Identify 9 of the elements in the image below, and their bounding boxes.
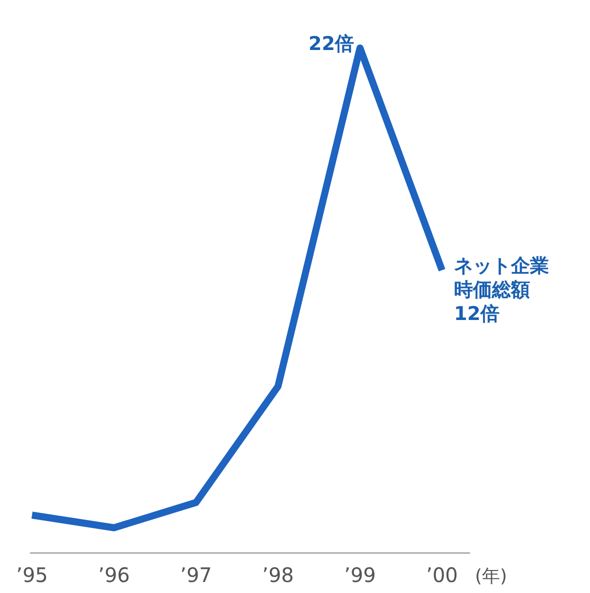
- x-tick-label: ’95: [16, 563, 48, 587]
- x-tick-label: ’96: [98, 563, 130, 587]
- x-tick-label: ’00: [426, 563, 458, 587]
- x-tick-label: ’98: [262, 563, 294, 587]
- annotation: 22倍: [308, 33, 354, 55]
- x-tick-label: ’97: [180, 563, 212, 587]
- x-axis-title: (年): [475, 566, 508, 587]
- x-tick-label: ’99: [344, 563, 376, 587]
- annotation: ネット企業時価総額12倍: [454, 255, 549, 326]
